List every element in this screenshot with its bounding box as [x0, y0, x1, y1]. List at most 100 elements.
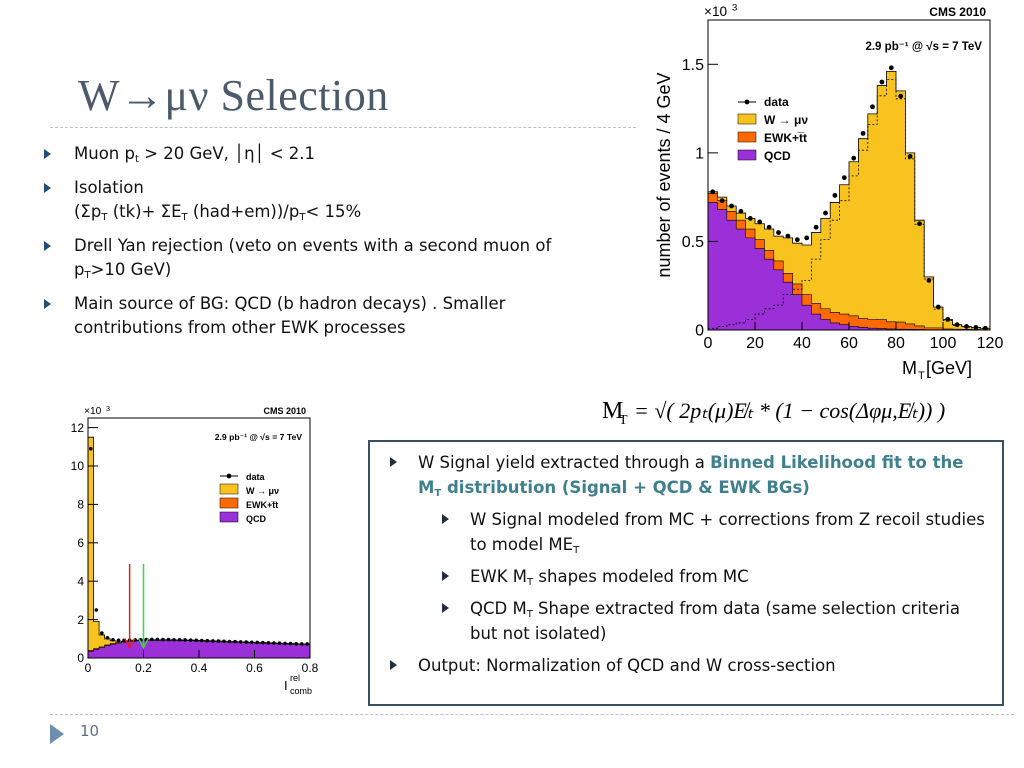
cut-arrow-head: [123, 638, 136, 649]
data-point: [100, 631, 104, 635]
legend-label: W → μν: [246, 486, 279, 496]
legend-data-marker: [226, 473, 232, 479]
data-point: [161, 637, 165, 642]
y-tick-label: 4: [77, 574, 84, 588]
x-tick-label: 0.4: [191, 661, 208, 675]
legend-data-marker: [744, 99, 750, 105]
y-tick-label: 12: [71, 421, 85, 435]
data-point: [776, 230, 781, 235]
isolation-chart: 0 0.2 0.4 0.6 0.8 0 2 4 6 8 10 12 ×10 3 CMS 2010 2.9 pb…: [71, 404, 319, 696]
data-point: [222, 639, 226, 644]
data-point: [804, 235, 810, 241]
data-point: [166, 637, 171, 642]
data-point: [973, 324, 979, 330]
legend-swatch: [737, 131, 757, 143]
data-point: [283, 641, 287, 646]
y-tick-label: 10: [71, 459, 85, 473]
mt-formula: M T = √( 2pₜ(μ)E̸ₜ * (1 − cos(Δφμ,E̸ₜ)) …: [600, 384, 1018, 436]
signal-only-outline: [708, 79, 990, 329]
y-tick-label: 0: [77, 651, 84, 665]
data-point: [227, 639, 232, 644]
data-point: [249, 640, 254, 645]
bullet-arrow-icon: [44, 241, 51, 251]
x-tick-label: 120: [977, 335, 1004, 352]
data-point: [105, 636, 110, 640]
data-point: [150, 637, 154, 642]
x-axis-label-sub: comb: [290, 686, 312, 696]
y-multiplier: ×10: [84, 406, 102, 417]
data-point: [177, 637, 182, 642]
data-point: [954, 322, 960, 328]
data-point: [277, 641, 282, 646]
fit-method-box: W Signal yield extracted through a Binne…: [368, 440, 1004, 706]
data-point: [945, 316, 951, 322]
data-point: [294, 641, 298, 646]
data-point: [172, 637, 176, 642]
y-tick-label: 1: [695, 145, 704, 162]
data-point: [907, 154, 913, 159]
x-tick-label: 0: [704, 335, 713, 352]
bullet-arrow-icon: [442, 514, 449, 524]
legend-label: W → μν: [764, 113, 808, 127]
bullet-arrow-icon: [44, 299, 51, 309]
legend-label: data: [246, 472, 266, 482]
data-point: [244, 640, 248, 644]
box-item-output: Output: Normalization of QCD and W cross…: [384, 653, 990, 678]
data-point: [111, 637, 115, 642]
x-axis-label-sub: T: [918, 370, 925, 382]
x-axis-label: I: [284, 678, 288, 693]
data-point: [860, 130, 866, 136]
box-item-signal-yield: W Signal yield extracted through a Binne…: [384, 450, 990, 500]
box-item-w-signal-model: W Signal modeled from MC + corrections f…: [384, 507, 990, 557]
x-axis-label-sup: rel: [290, 673, 300, 683]
x-tick-label: 80: [887, 335, 905, 352]
mt-distribution-figure: 0 20 40 60 80 100 120 0 0.5 1 1.5 ×10 3 CMS 2010 2.9 p…: [640, 0, 1016, 384]
y-tick-label: 8: [77, 498, 84, 512]
legend-swatch: [219, 483, 239, 495]
data-point: [964, 324, 969, 329]
data-point: [272, 641, 276, 645]
footer-divider: [50, 714, 1014, 715]
formula-rhs: = √( 2pₜ(μ)E̸ₜ * (1 − cos(Δφμ,E̸ₜ)) ): [634, 398, 945, 423]
bullet-arrow-icon: [390, 457, 397, 467]
x-axis-label: M: [902, 358, 917, 378]
page-number: 10: [80, 722, 100, 740]
y-tick-label: 6: [77, 536, 84, 550]
data-point: [199, 638, 204, 643]
data-point: [879, 79, 885, 85]
bullet-arrow-icon: [44, 183, 51, 193]
box-item-ewk-shapes: EWK MT shapes modeled from MC: [384, 564, 990, 589]
data-point: [747, 216, 753, 221]
data-point: [813, 224, 819, 230]
data-point: [288, 641, 293, 646]
y-multiplier: ×10: [704, 4, 727, 19]
bullet-drell-yan: Drell Yan rejection (veto on events with…: [42, 234, 602, 282]
data-point: [188, 638, 193, 642]
data-point: [888, 65, 894, 71]
formula-lhs-sub: T: [619, 413, 628, 428]
data-point: [216, 639, 221, 643]
data-point: [729, 203, 734, 209]
title-divider: [50, 127, 636, 128]
bullet-muon-pt: Muon pt > 20 GeV, │η│ < 2.1: [42, 142, 602, 166]
legend-label: data: [764, 95, 789, 109]
data-point: [898, 93, 904, 99]
mt-distribution-chart: 0 20 40 60 80 100 120 0 0.5 1 1.5 ×10 3 CMS 2010 2.9 p…: [654, 2, 1004, 382]
x-tick-label: 100: [930, 335, 957, 352]
legend-swatch: [737, 149, 757, 161]
data-point: [851, 155, 857, 161]
data-point: [982, 325, 988, 331]
x-tick-label: 60: [840, 335, 858, 352]
x-tick-label: 0: [85, 661, 92, 675]
luminosity-label: 2.9 pb⁻¹ @ √s = 7 TeV: [865, 40, 982, 53]
slide-title: W→μν Selection: [78, 71, 389, 120]
data-point: [766, 224, 772, 230]
data-point: [155, 637, 160, 642]
x-tick-label: 20: [746, 335, 764, 352]
data-point: [823, 210, 828, 216]
legend-label: EWK+t̅t: [764, 131, 807, 145]
data-point: [116, 638, 121, 643]
legend-swatch: [737, 113, 757, 125]
legend-label: QCD: [764, 149, 791, 163]
data-point: [832, 192, 838, 198]
